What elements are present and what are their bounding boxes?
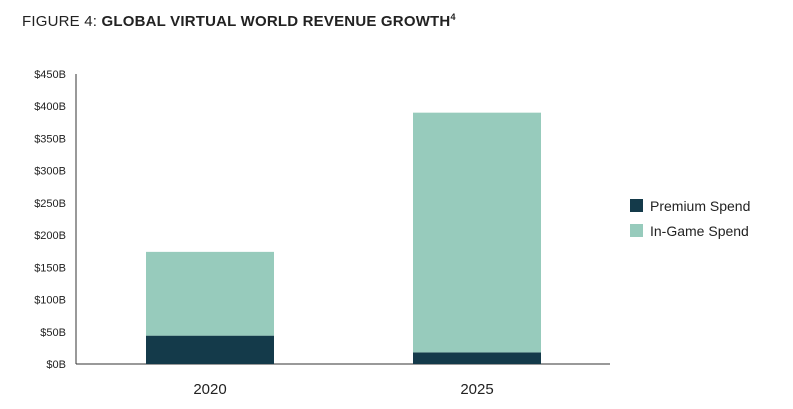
category-labels: 2020 2025: [193, 381, 493, 398]
y-tick-label: $150B: [34, 262, 66, 274]
y-tick-label: $350B: [34, 133, 66, 145]
legend-swatch: [630, 199, 643, 212]
legend-label: Premium Spend: [650, 198, 750, 214]
bar-2020-premium-spend: [146, 335, 274, 364]
y-tick-label: $250B: [34, 198, 66, 210]
bar-2025-premium-spend: [413, 352, 541, 364]
bar-2025-in-game-spend: [413, 112, 541, 353]
y-tick-label: $300B: [34, 166, 66, 178]
y-tick-label: $0B: [46, 359, 66, 371]
x-category-label: 2020: [193, 381, 226, 398]
legend-label: In-Game Spend: [650, 223, 749, 239]
footnote-marker: 4: [450, 12, 456, 22]
chart-title: FIGURE 4: GLOBAL VIRTUAL WORLD REVENUE G…: [22, 12, 456, 31]
bar-2020-in-game-spend: [146, 251, 274, 336]
legend: Premium Spend In-Game Spend: [630, 198, 750, 239]
figure-number: FIGURE 4:: [22, 13, 102, 30]
y-tick-label: $450B: [34, 69, 66, 81]
legend-swatch: [630, 224, 643, 237]
bars: [146, 112, 541, 364]
y-tick-label: $200B: [34, 230, 66, 242]
y-tick-label: $50B: [40, 327, 66, 339]
y-axis: $0B $50B $100B $150B $200B $250B $300B $350B $40…: [34, 69, 77, 371]
y-tick-label: $100B: [34, 295, 66, 307]
y-tick-label: $400B: [34, 101, 66, 113]
x-category-label: 2025: [460, 381, 493, 398]
figure-title: GLOBAL VIRTUAL WORLD REVENUE GROWTH: [101, 13, 451, 30]
